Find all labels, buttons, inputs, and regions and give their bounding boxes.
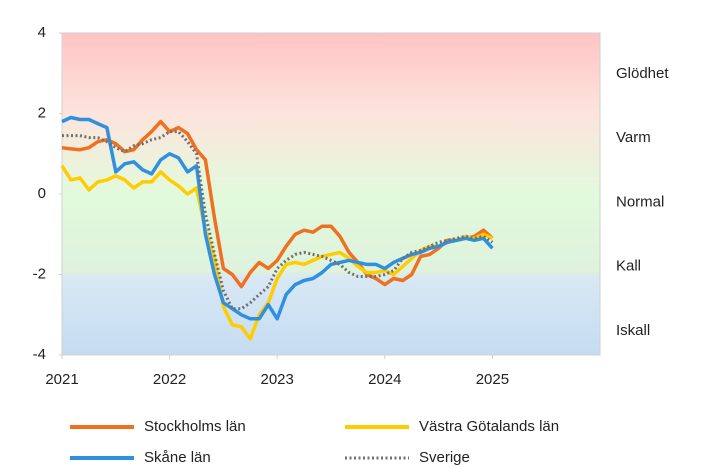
y-tick-label: 4 <box>38 24 46 41</box>
y-tick-label: -4 <box>33 346 46 363</box>
zone-label: Iskall <box>616 322 650 339</box>
y-tick-label: -2 <box>33 265 46 282</box>
x-tick-label: 2024 <box>368 371 401 388</box>
series-line <box>61 119 494 289</box>
legend-label: Västra Götalands län <box>419 418 559 435</box>
zone-label: Kall <box>616 258 641 275</box>
x-tick-label: 2025 <box>476 371 509 388</box>
zone-label: Normal <box>616 193 664 210</box>
series-line <box>62 130 494 311</box>
x-tick-label: 2021 <box>45 371 78 388</box>
x-tick-label: 2023 <box>261 371 294 388</box>
x-tick-label: 2022 <box>153 371 186 388</box>
legend-label: Stockholms län <box>144 418 246 435</box>
y-tick-label: 2 <box>38 104 46 121</box>
legend-label: Skåne län <box>144 449 211 466</box>
zone-label: Glödhet <box>616 65 669 82</box>
legend-label: Sverige <box>419 449 470 466</box>
plot-area <box>61 32 601 356</box>
zone-label: Varm <box>616 129 651 146</box>
series-line <box>61 115 494 321</box>
y-tick-label: 0 <box>38 185 46 202</box>
